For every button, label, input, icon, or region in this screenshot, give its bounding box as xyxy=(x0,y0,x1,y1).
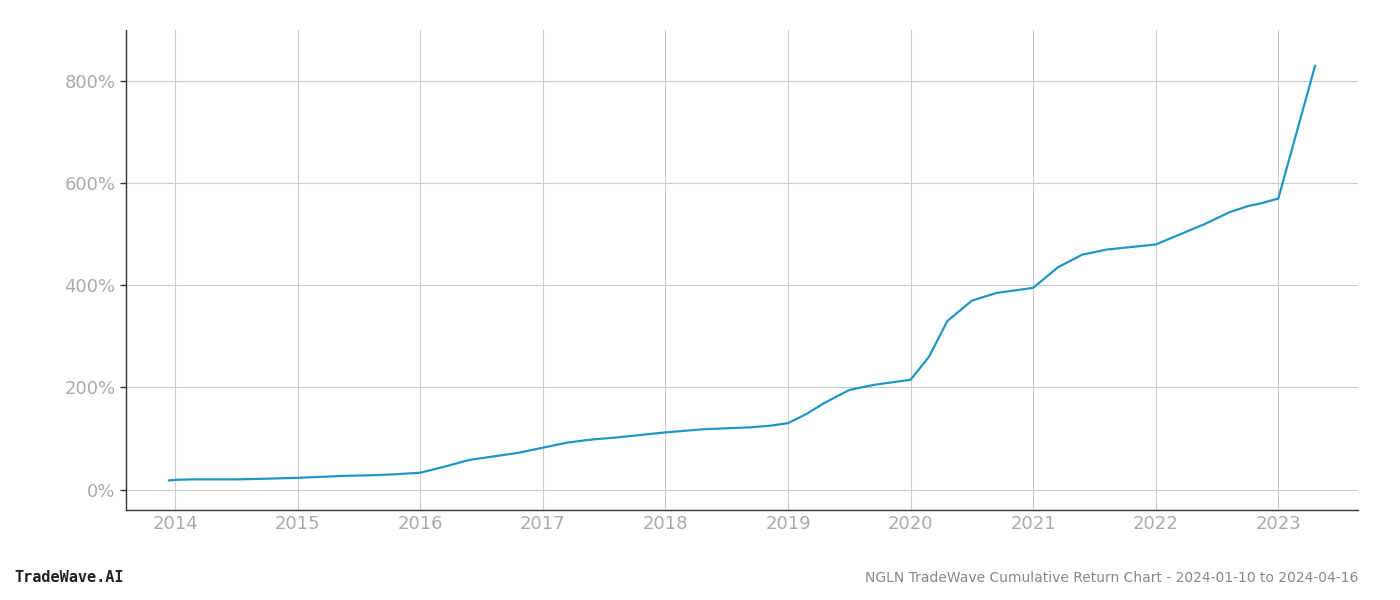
Text: NGLN TradeWave Cumulative Return Chart - 2024-01-10 to 2024-04-16: NGLN TradeWave Cumulative Return Chart -… xyxy=(865,571,1358,585)
Text: TradeWave.AI: TradeWave.AI xyxy=(14,570,123,585)
